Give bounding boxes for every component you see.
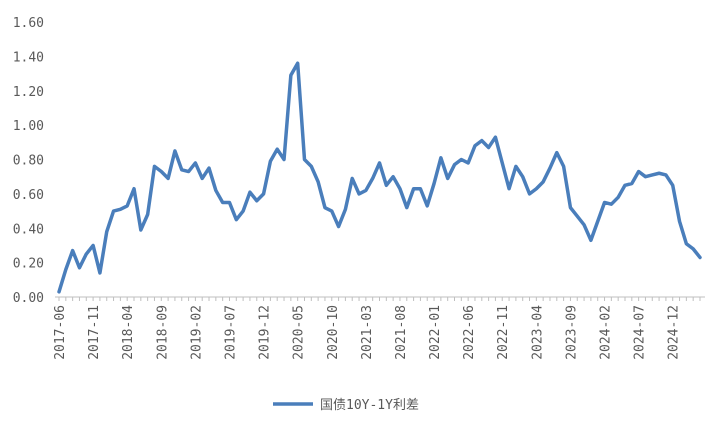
x-axis-ticks: 2017-06 2017-11 2018-04 2018-09 2019-02 2019-… [53, 297, 701, 360]
y-axis-ticks: 0.00 0.20 0.40 0.60 0.80 1.00 1.20 1.40 1.60 [13, 16, 44, 306]
x-tick-label: 2017-06 [53, 305, 68, 360]
x-tick-label: 2024-12 [667, 305, 682, 360]
x-tick-label: 2019-12 [258, 305, 273, 360]
x-tick-label: 2021-08 [394, 305, 409, 360]
y-tick-label: 0.60 [13, 188, 44, 203]
x-tick-label: 2018-09 [155, 305, 170, 360]
y-tick-label: 0.80 [13, 154, 44, 169]
y-tick-label: 1.60 [13, 16, 44, 31]
x-tick-label: 2022-01 [428, 305, 443, 360]
y-tick-label: 1.00 [13, 119, 44, 134]
series-line-spread [57, 61, 702, 294]
y-tick-label: 0.40 [13, 222, 44, 237]
x-tick-label: 2024-02 [599, 305, 614, 360]
x-tick-label: 2018-04 [121, 305, 136, 360]
x-tick-label: 2024-07 [633, 305, 648, 360]
x-tick-label: 2023-04 [530, 305, 545, 360]
x-tick-label: 2019-07 [223, 305, 238, 360]
x-tick-label: 2017-11 [87, 305, 102, 360]
legend: 国债10Y-1Y利差 [273, 398, 419, 413]
x-tick-label: 2021-03 [360, 305, 375, 360]
y-tick-label: 1.40 [13, 50, 44, 65]
y-tick-label: 1.20 [13, 85, 44, 100]
x-tick-label: 2023-09 [564, 305, 579, 360]
y-tick-label: 0.00 [13, 291, 44, 306]
legend-label: 国债10Y-1Y利差 [320, 398, 419, 413]
x-tick-label: 2020-10 [326, 305, 341, 360]
y-tick-label: 0.20 [13, 257, 44, 272]
x-tick-label: 2019-02 [189, 305, 204, 360]
x-tick-label: 2022-11 [496, 305, 511, 360]
x-tick-label: 2020-05 [292, 305, 307, 360]
x-tick-label: 2022-06 [462, 305, 477, 360]
